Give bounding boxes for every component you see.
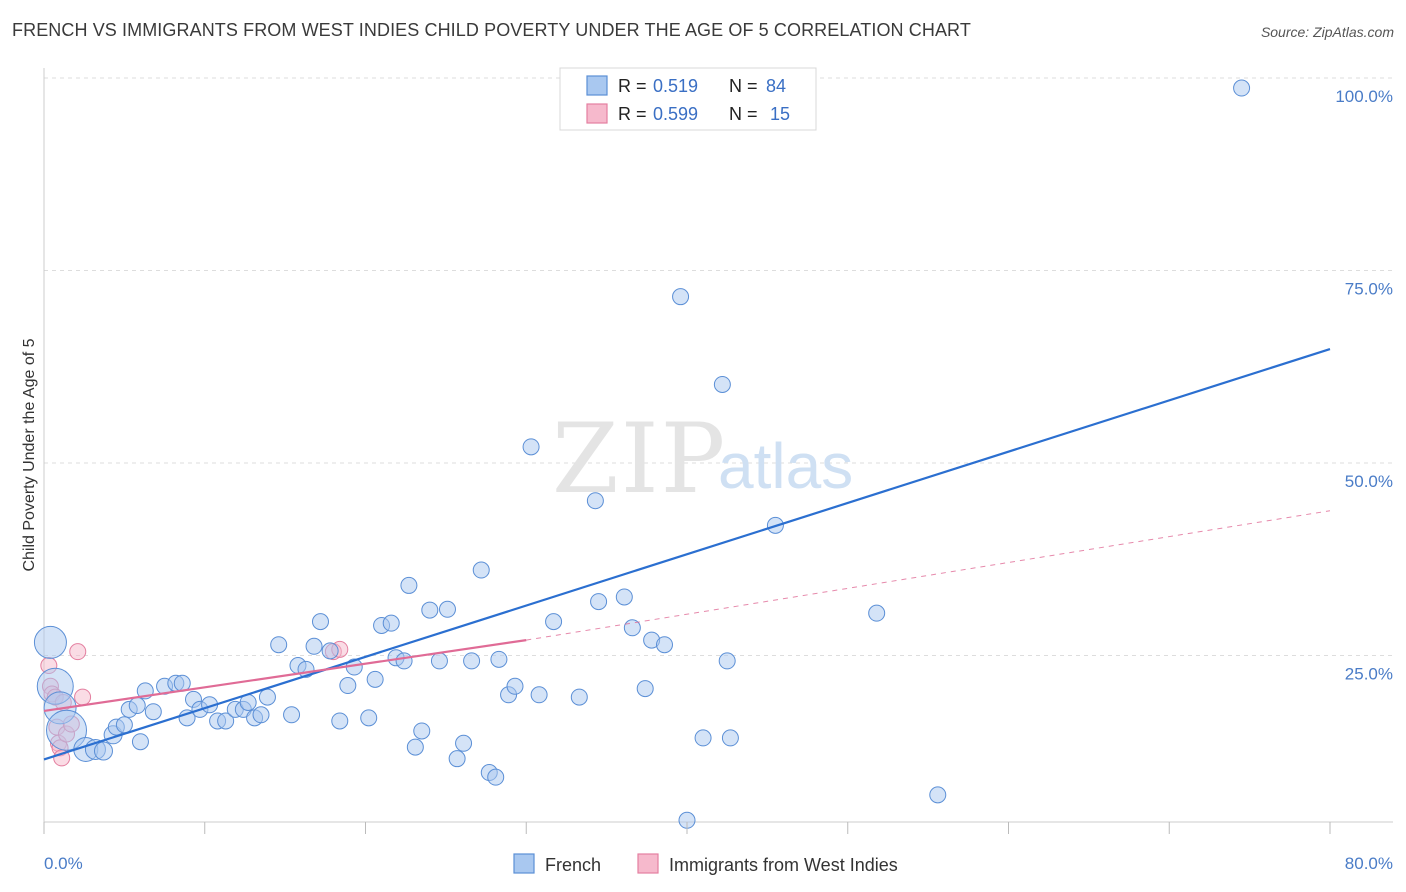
french-point <box>360 709 378 727</box>
legend-n-value-west-indies: 15 <box>770 104 790 124</box>
french-point <box>382 614 400 632</box>
french-point <box>545 613 563 631</box>
y-axis-label: Child Poverty Under the Age of 5 <box>21 338 38 571</box>
west-indies-trend-extension <box>526 510 1331 641</box>
legend-r-label-french: R = <box>618 76 647 96</box>
west-indies-point <box>69 643 87 661</box>
french-point <box>868 604 886 622</box>
correlation-legend: R = 0.519 N = 84 R = 0.599 N = 15 <box>559 67 817 131</box>
french-point <box>131 733 149 751</box>
y-tick-label: 25.0% <box>1345 665 1393 684</box>
source-credit: Source: ZipAtlas.com <box>1260 24 1394 40</box>
legend-swatch-west-indies <box>586 103 608 124</box>
series-legend: French Immigrants from West Indies <box>513 853 898 875</box>
french-point <box>430 652 448 670</box>
french-point <box>721 729 739 747</box>
legend-n-value-french: 84 <box>766 76 786 96</box>
french-point <box>530 686 548 704</box>
y-tick-label: 100.0% <box>1335 87 1393 106</box>
legend-n-label-french: N = <box>729 76 758 96</box>
french-point <box>46 709 88 751</box>
bottom-legend-west-indies: Immigrants from West Indies <box>669 855 898 875</box>
french-point <box>305 637 323 655</box>
bottom-legend-swatch-french <box>513 853 535 874</box>
french-point <box>406 738 424 756</box>
french-point <box>570 688 588 706</box>
x-tick-label: 80.0% <box>1345 854 1393 873</box>
french-point <box>421 601 439 619</box>
french-point <box>463 652 481 670</box>
french-point <box>33 625 67 659</box>
french-point <box>178 709 196 727</box>
watermark-atlas: atlas <box>718 430 853 502</box>
french-point <box>713 375 731 393</box>
french-point <box>331 712 349 730</box>
french-point <box>339 677 357 695</box>
french-point <box>490 650 508 668</box>
french-point <box>455 734 473 752</box>
french-point <box>438 600 456 618</box>
west-indies-point <box>74 688 92 706</box>
french-point <box>694 729 712 747</box>
french-point <box>93 741 113 761</box>
watermark: ZIP atlas <box>552 403 853 515</box>
french-point <box>128 697 146 715</box>
bottom-legend-swatch-west-indies <box>637 853 659 874</box>
french-point <box>448 750 466 768</box>
french-point <box>258 688 276 706</box>
french-point <box>283 706 301 724</box>
french-point <box>217 712 235 730</box>
french-point <box>636 680 654 698</box>
french-point <box>413 722 431 740</box>
french-point <box>395 652 413 670</box>
x-tick-label: 0.0% <box>44 854 83 873</box>
y-tick-label: 50.0% <box>1345 472 1393 491</box>
french-point <box>321 642 339 660</box>
french-point <box>522 438 540 456</box>
french-point <box>115 716 133 734</box>
french-point <box>1233 79 1251 97</box>
grid-layer <box>44 77 1393 656</box>
watermark-zip: ZIP <box>552 403 727 515</box>
legend-swatch-french <box>586 75 608 96</box>
legend-n-label-west-indies: N = <box>729 104 758 124</box>
bottom-legend-french: French <box>545 855 601 875</box>
french-point <box>586 492 604 510</box>
french-point <box>672 288 690 306</box>
legend-r-label-west-indies: R = <box>618 104 647 124</box>
west-indies-trend-line <box>43 639 527 713</box>
tick-labels: 25.0% 50.0% 75.0% 100.0% 0.0% 80.0% <box>43 87 1393 873</box>
french-point <box>400 576 418 594</box>
y-tick-label: 75.0% <box>1345 280 1393 299</box>
french-point <box>929 786 947 804</box>
french-point <box>506 677 524 695</box>
french-point <box>615 588 633 606</box>
french-point <box>144 703 162 721</box>
french-point <box>252 706 270 724</box>
french-point <box>487 768 505 786</box>
legend-r-value-french: 0.519 <box>653 76 698 96</box>
french-point <box>718 652 736 670</box>
french-point <box>311 613 329 631</box>
legend-r-value-west-indies: 0.599 <box>653 104 698 124</box>
french-point <box>472 561 490 579</box>
french-point <box>655 636 673 654</box>
french-point <box>366 670 384 688</box>
french-trend-line <box>43 347 1331 761</box>
french-point <box>270 636 288 654</box>
chart-title: FRENCH VS IMMIGRANTS FROM WEST INDIES CH… <box>12 20 971 40</box>
french-point <box>590 593 608 611</box>
trend-lines <box>43 347 1331 761</box>
